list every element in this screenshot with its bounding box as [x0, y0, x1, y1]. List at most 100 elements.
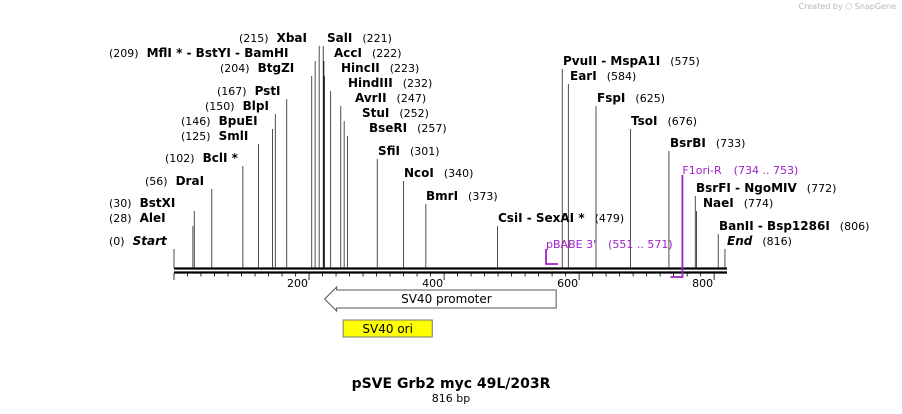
- primer-range: (551 .. 571): [608, 238, 673, 251]
- site-enzyme-name: MflI * - BstYI - BamHI: [147, 46, 289, 60]
- primers: pBABE 3' (551 .. 571) F1ori-R (734 .. 753): [545, 164, 798, 278]
- site-label-bsrbi[interactable]: BsrBI (733): [670, 136, 745, 150]
- site-label-bmri[interactable]: BmrI (373): [426, 189, 498, 203]
- site-label-bcli[interactable]: (102) BclI *: [165, 151, 239, 165]
- primer-pbabe3-label[interactable]: pBABE 3' (551 .. 571): [546, 238, 673, 251]
- site-label-naei[interactable]: NaeI (774): [703, 196, 773, 210]
- site-position: (479): [595, 212, 625, 225]
- site-label-start[interactable]: (0) Start: [109, 234, 168, 248]
- site-position: (676): [667, 115, 697, 128]
- site-enzyme-name: BstXI: [140, 196, 176, 210]
- site-position: (0): [109, 235, 125, 248]
- site-label-psti[interactable]: (167) PstI: [217, 84, 281, 98]
- site-label-eari[interactable]: EarI (584): [570, 69, 636, 83]
- site-position: (301): [410, 145, 440, 158]
- site-enzyme-name: BanII - Bsp1286I: [719, 219, 830, 233]
- site-enzyme-name: AvrII: [355, 91, 387, 105]
- site-label-bsrfi[interactable]: BsrFI - NgoMIV (772): [696, 181, 836, 195]
- site-label-sfii[interactable]: SfiI (301): [378, 144, 440, 158]
- primer-name: F1ori-R: [682, 164, 722, 177]
- site-enzyme-name: BsrFI - NgoMIV: [696, 181, 797, 195]
- site-label-mfli[interactable]: (209) MflI * - BstYI - BamHI: [109, 46, 288, 60]
- site-position: (28): [109, 212, 132, 225]
- site-label-stui[interactable]: StuI (252): [362, 106, 429, 120]
- site-position: (774): [744, 197, 774, 210]
- site-label-ncoi[interactable]: NcoI (340): [404, 166, 473, 180]
- site-label-pvuii[interactable]: PvuII - MspA1I (575): [563, 54, 700, 68]
- site-position: (30): [109, 197, 132, 210]
- site-position: (125): [181, 130, 211, 143]
- site-enzyme-name: BclI *: [203, 151, 239, 165]
- site-label-banii[interactable]: BanII - Bsp1286I (806): [719, 219, 869, 233]
- site-position: (733): [716, 137, 746, 150]
- site-enzyme-name: PvuII - MspA1I: [563, 54, 660, 68]
- feature-sv40-promoter-label: SV40 promoter: [401, 292, 492, 306]
- site-enzyme-name: BmrI: [426, 189, 458, 203]
- restriction-sites: (0) Start (28) AleI (30) BstXI (56) DraI (102) Bc…: [109, 31, 869, 268]
- site-position: (221): [362, 32, 392, 45]
- site-enzyme-name: PstI: [255, 84, 281, 98]
- site-enzyme-name: BseRI: [369, 121, 407, 135]
- ruler-label: 200: [287, 277, 308, 290]
- site-enzyme-name: CsiI - SexAI *: [498, 211, 585, 225]
- site-label-tsoi[interactable]: TsoI (676): [631, 114, 697, 128]
- site-label-hincii[interactable]: HincII (223): [341, 61, 419, 75]
- site-label-bstxi[interactable]: (30) BstXI: [109, 196, 175, 210]
- site-label-bpuei[interactable]: (146) BpuEI: [181, 114, 258, 128]
- site-enzyme-name: NcoI: [404, 166, 434, 180]
- site-enzyme-name: FspI: [597, 91, 625, 105]
- site-position: (223): [390, 62, 420, 75]
- site-label-end[interactable]: End (816): [727, 234, 792, 248]
- feature-sv40-ori-box[interactable]: [342, 319, 433, 338]
- site-position: (575): [670, 55, 700, 68]
- site-position: (209): [109, 47, 139, 60]
- site-enzyme-name: XbaI: [277, 31, 307, 45]
- site-enzyme-name: AleI: [140, 211, 166, 225]
- primer-name: pBABE 3': [546, 238, 596, 251]
- site-label-blpi[interactable]: (150) BlpI: [205, 99, 269, 113]
- site-label-sali[interactable]: SalI (221): [327, 31, 392, 45]
- site-enzyme-name: EarI: [570, 69, 597, 83]
- site-enzyme-name: NaeI: [703, 196, 734, 210]
- site-position: (56): [145, 175, 168, 188]
- site-enzyme-name: BtgZI: [258, 61, 295, 75]
- site-label-drai[interactable]: (56) DraI: [145, 174, 204, 188]
- map-title: pSVE Grb2 myc 49L/203R: [352, 376, 551, 392]
- site-position: (340): [444, 167, 474, 180]
- site-enzyme-name: BpuEI: [219, 114, 258, 128]
- features: SV40 promoter SV40 ori: [323, 285, 557, 338]
- site-label-btgzi[interactable]: (204) BtgZI: [220, 61, 294, 75]
- site-label-bseri[interactable]: BseRI (257): [369, 121, 447, 135]
- site-label-csii[interactable]: CsiI - SexAI * (479): [498, 211, 624, 225]
- site-enzyme-name: HincII: [341, 61, 380, 75]
- primer-f1ori-r-marker: [670, 175, 684, 278]
- site-enzyme-name: SmlI: [219, 129, 249, 143]
- site-position: (247): [397, 92, 427, 105]
- primer-f1ori-r-label[interactable]: F1ori-R (734 .. 753): [682, 164, 798, 177]
- primer-range: (734 .. 753): [734, 164, 799, 177]
- site-position: (816): [762, 235, 792, 248]
- site-label-alei[interactable]: (28) AleI: [109, 211, 166, 225]
- ruler-label: 600: [557, 277, 578, 290]
- feature-sv40-ori-label: SV40 ori: [362, 322, 413, 336]
- site-position: (146): [181, 115, 211, 128]
- feature-sv40-promoter-arrow[interactable]: [323, 285, 557, 313]
- site-position: (102): [165, 152, 195, 165]
- site-label-smli[interactable]: (125) SmlI: [181, 129, 248, 143]
- site-position: (204): [220, 62, 250, 75]
- site-label-fspi[interactable]: FspI (625): [597, 91, 665, 105]
- site-label-xbai[interactable]: (215) XbaI: [239, 31, 307, 45]
- site-enzyme-name: BlpI: [243, 99, 269, 113]
- site-position: (806): [840, 220, 870, 233]
- site-position: (215): [239, 32, 269, 45]
- site-label-hindiii[interactable]: HindIII (232): [348, 76, 432, 90]
- site-position: (373): [468, 190, 498, 203]
- site-label-acci[interactable]: AccI (222): [334, 46, 402, 60]
- ruler-label: 800: [692, 277, 713, 290]
- site-enzyme-name: End: [727, 234, 753, 248]
- site-enzyme-name: SfiI: [378, 144, 400, 158]
- site-position: (625): [635, 92, 665, 105]
- site-enzyme-name: TsoI: [631, 114, 657, 128]
- site-label-avrii[interactable]: AvrII (247): [355, 91, 426, 105]
